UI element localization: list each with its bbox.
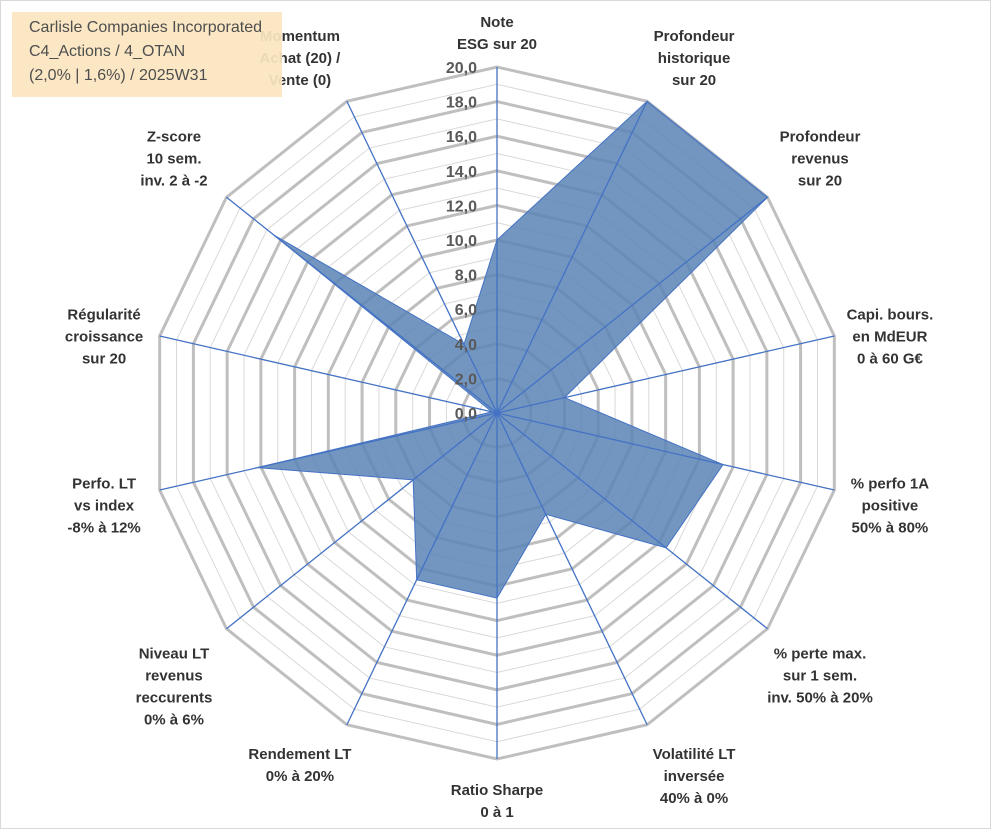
axis-label-line: revenus	[145, 668, 203, 685]
axis-label-line: Profondeur	[654, 28, 735, 45]
axis-label-line: Note	[480, 14, 513, 31]
axis-label-line: Régularité	[67, 306, 140, 323]
axis-label-line: ESG sur 20	[457, 36, 537, 53]
tick-label: 12,0	[446, 198, 477, 215]
axis-label: Capi. bours. en MdEUR 0 à 60 G€	[847, 306, 934, 367]
axis-label: Profondeur historique sur 20	[654, 28, 735, 89]
tick-label: 2,0	[455, 371, 477, 388]
axis-label-line: sur 20	[82, 350, 126, 367]
tick-label: 6,0	[455, 302, 477, 319]
axis-label-line: historique	[658, 50, 731, 67]
axis-label: Rendement LT 0% à 20%	[248, 746, 351, 785]
axis-spoke	[159, 412, 498, 491]
radial-tick-labels: 0,0 2,0 4,0 6,0 8,0 10,0 12,0 14,0 16,0 18,0 20,0	[446, 60, 477, 423]
axis-label-line: reccurents	[136, 690, 213, 707]
axis-spokes	[159, 67, 835, 759]
axis-label: Note ESG sur 20	[457, 14, 537, 53]
axis-label-line: Capi. bours.	[847, 306, 934, 323]
axis-label: % perfo 1A positive 50% à 80%	[851, 476, 930, 537]
axis-label-line: 0 à 60 G€	[857, 350, 924, 367]
axis-label-line: revenus	[791, 150, 849, 167]
axis-label: Z-score 10 sem. inv. 2 à -2	[140, 128, 207, 189]
axis-label-line: Niveau LT	[139, 646, 210, 663]
axis-label-line: % perfo 1A	[851, 476, 930, 493]
axis-label: Niveau LT revenus reccurents 0% à 6%	[136, 646, 213, 729]
axis-label-line: Rendement LT	[248, 746, 351, 763]
axis-label-line: vs index	[74, 498, 135, 515]
axis-spoke	[496, 412, 648, 726]
axis-label-line: % perte max.	[774, 646, 867, 663]
title-box: Carlisle Companies Incorporated C4_Actio…	[12, 12, 282, 97]
axis-label-line: Ratio Sharpe	[451, 782, 544, 799]
axis-spoke	[226, 196, 498, 414]
axis-label-line: croissance	[65, 328, 143, 345]
axis-label-line: sur 20	[798, 172, 842, 189]
axis-label-line: 0% à 20%	[266, 768, 334, 785]
axis-spoke	[496, 196, 768, 414]
tick-label: 8,0	[455, 268, 477, 285]
axis-spoke	[159, 335, 498, 414]
axis-label-line: Volatilité LT	[653, 746, 736, 763]
tick-label: 20,0	[446, 60, 477, 77]
tick-label: 18,0	[446, 95, 477, 112]
axis-label-line: Profondeur	[780, 128, 861, 145]
axis-label-line: sur 1 sem.	[783, 668, 857, 685]
axis-spoke	[226, 412, 498, 630]
axis-spoke	[496, 335, 835, 414]
tick-label: 16,0	[446, 129, 477, 146]
axis-label-line: Z-score	[147, 128, 201, 145]
axis-label-line: inversée	[664, 768, 725, 785]
axis-spoke	[346, 100, 498, 414]
axis-label-line: Perfo. LT	[72, 476, 136, 493]
axis-label: Volatilité LT inversée 40% à 0%	[653, 746, 736, 807]
axis-label: % perte max. sur 1 sem. inv. 50% à 20%	[767, 646, 873, 707]
axis-spoke	[496, 412, 768, 630]
axis-label-line: 0 à 1	[480, 804, 513, 821]
axis-spoke	[496, 100, 648, 414]
axis-label-line: 10 sem.	[146, 150, 201, 167]
title-portfolio: C4_Actions / 4_OTAN	[29, 43, 186, 60]
axis-label-line: Vente (0)	[269, 72, 332, 89]
tick-label: 0,0	[455, 406, 477, 423]
title-company: Carlisle Companies Incorporated	[29, 19, 262, 36]
tick-label: 10,0	[446, 233, 477, 250]
axis-label-line: -8% à 12%	[67, 520, 140, 537]
axis-label-line: inv. 50% à 20%	[767, 690, 873, 707]
axis-label: Régularité croissance sur 20	[65, 306, 143, 367]
axis-spoke	[496, 412, 835, 491]
axis-label-line: positive	[862, 498, 919, 515]
title-period: (2,0% | 1,6%) / 2025W31	[29, 67, 208, 84]
axis-label-line: sur 20	[672, 72, 716, 89]
axis-label: Ratio Sharpe 0 à 1	[451, 782, 544, 821]
axis-label-line: en MdEUR	[852, 328, 927, 345]
axis-label: Perfo. LT vs index -8% à 12%	[67, 476, 140, 537]
axis-label-line: 0% à 6%	[144, 712, 204, 729]
tick-label: 4,0	[455, 337, 477, 354]
axis-label: Profondeur revenus sur 20	[780, 128, 861, 189]
axis-label-line: 40% à 0%	[660, 790, 728, 807]
axis-label-line: inv. 2 à -2	[140, 172, 207, 189]
axis-label-line: 50% à 80%	[852, 520, 929, 537]
tick-label: 14,0	[446, 164, 477, 181]
axis-spoke	[346, 412, 498, 726]
